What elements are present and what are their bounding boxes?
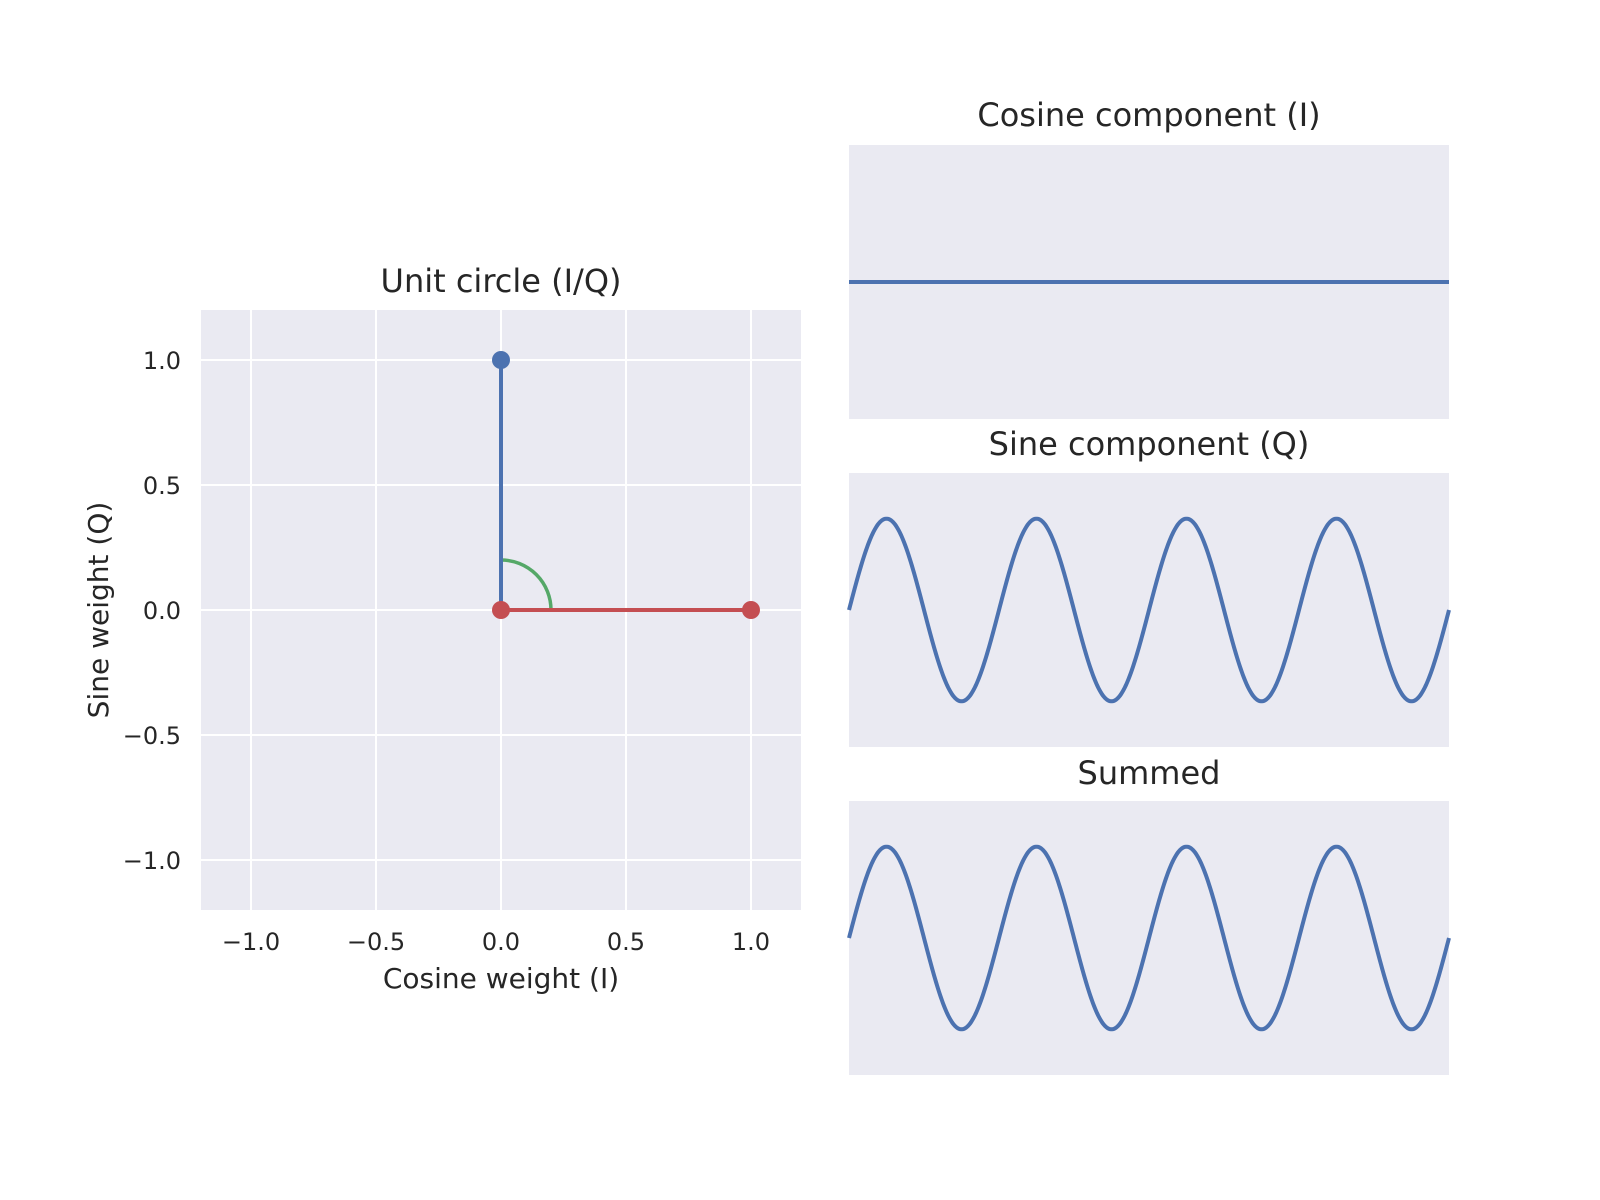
q-vector-end-point [492, 351, 510, 369]
y-tick-label: 0.0 [143, 597, 181, 625]
y-tick-label: −1.0 [123, 847, 181, 875]
unit-circle-marks [492, 351, 760, 619]
sine-marks [847, 516, 1451, 704]
i-vector-start-point [492, 601, 510, 619]
x-tick-label: −0.5 [347, 928, 405, 956]
y-tick-label: 0.5 [143, 472, 181, 500]
sine-title: Sine component (Q) [989, 425, 1310, 463]
summed-marks [847, 844, 1451, 1032]
i-vector-end-point [742, 601, 760, 619]
unit-circle-y-label: Sine weight (Q) [82, 502, 115, 719]
y-tick-label: 1.0 [143, 347, 181, 375]
x-tick-label: 1.0 [732, 928, 770, 956]
unit-circle-ticks: −1.0 −0.5 0.0 0.5 1.0 −1.0 −0.5 0.0 0.5 1.0 [123, 347, 770, 956]
unit-circle-panel: −1.0 −0.5 0.0 0.5 1.0 −1.0 −0.5 0.0 0.5 1.0 Unit … [82, 262, 801, 995]
cosine-title: Cosine component (I) [977, 96, 1320, 134]
x-tick-label: 0.5 [607, 928, 645, 956]
summed-panel: Summed [847, 754, 1451, 1075]
x-tick-label: −1.0 [222, 928, 280, 956]
angle-arc [500, 558, 553, 611]
y-tick-label: −0.5 [123, 722, 181, 750]
unit-circle-x-label: Cosine weight (I) [383, 962, 619, 995]
sine-component-panel: Sine component (Q) [847, 425, 1451, 747]
summed-title: Summed [1078, 754, 1221, 792]
cosine-component-panel: Cosine component (I) [849, 96, 1449, 419]
x-tick-label: 0.0 [482, 928, 520, 956]
summed-series-line [847, 844, 1451, 1032]
unit-circle-title: Unit circle (I/Q) [381, 262, 622, 300]
sine-series-line [847, 516, 1451, 704]
